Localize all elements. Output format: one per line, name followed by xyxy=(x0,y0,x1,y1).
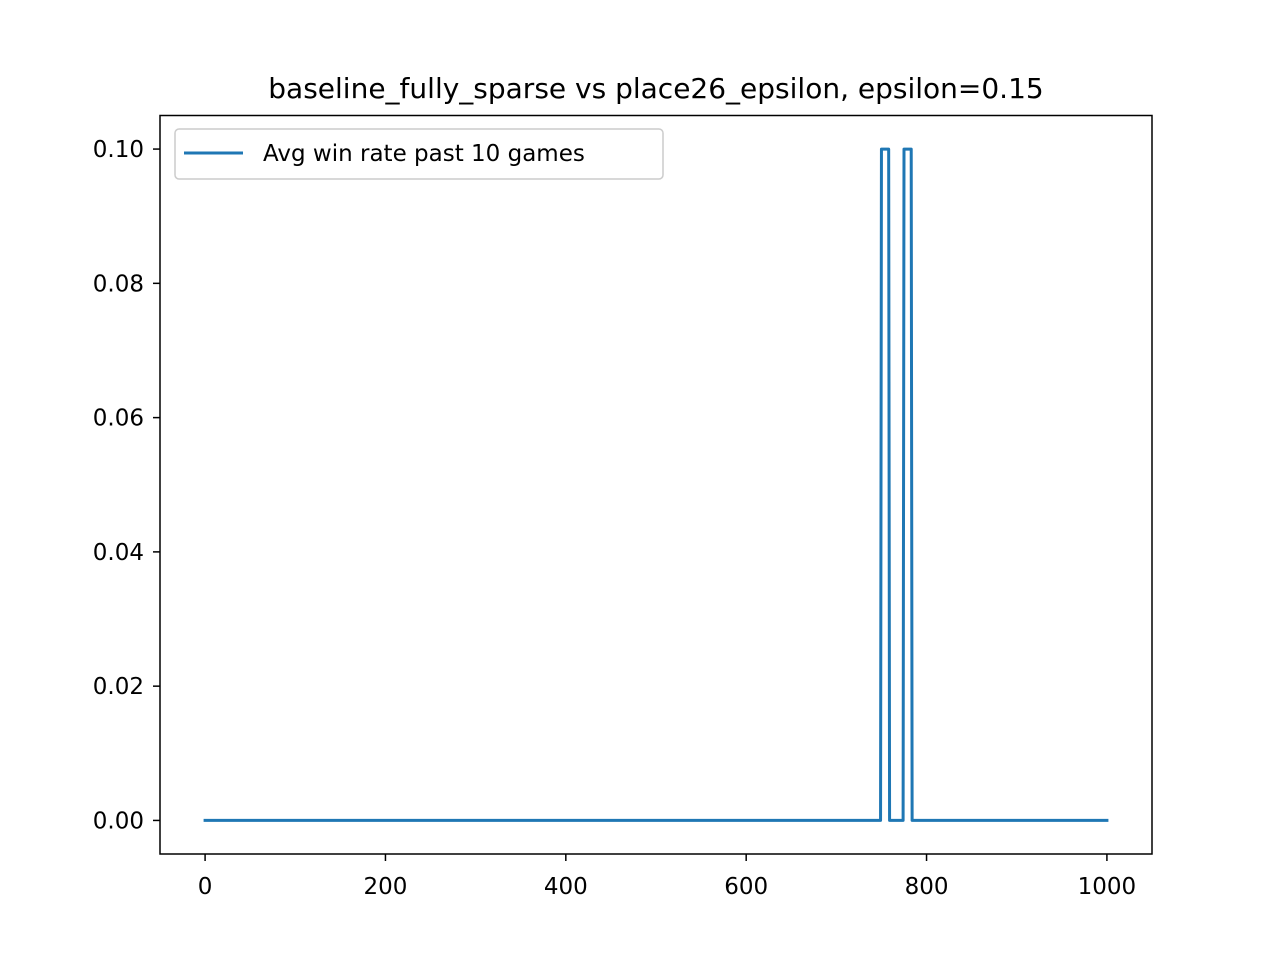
y-tick-label-1: 0.02 xyxy=(93,674,144,700)
legend-box xyxy=(174,128,664,180)
x-tick-label-4: 800 xyxy=(905,874,949,900)
y-tick-label-2: 0.04 xyxy=(93,540,144,566)
y-tick-label-3: 0.06 xyxy=(93,406,144,432)
y-tick-label-0: 0.00 xyxy=(93,808,144,834)
x-tick-label-5: 1000 xyxy=(1078,874,1137,900)
x-tick-label-0: 0 xyxy=(198,874,213,900)
x-tick-label-1: 200 xyxy=(364,874,408,900)
x-axis: 0 200 400 600 800 1000 xyxy=(198,854,1136,900)
legend-label-0: Avg win rate past 10 games xyxy=(263,141,585,167)
y-tick-label-5: 0.10 xyxy=(93,137,144,163)
x-tick-label-2: 400 xyxy=(544,874,588,900)
legend: Avg win rate past 10 games xyxy=(174,128,664,180)
plot-area xyxy=(203,147,1109,822)
axes-frame xyxy=(159,114,1153,855)
y-tick-label-4: 0.08 xyxy=(93,271,144,297)
y-axis: 0.00 0.02 0.04 0.06 0.08 0.10 xyxy=(93,137,160,834)
x-tick-label-3: 600 xyxy=(724,874,768,900)
series-line-0 xyxy=(203,147,1109,822)
chart-title: baseline_fully_sparse vs place26_epsilon… xyxy=(268,72,1043,105)
